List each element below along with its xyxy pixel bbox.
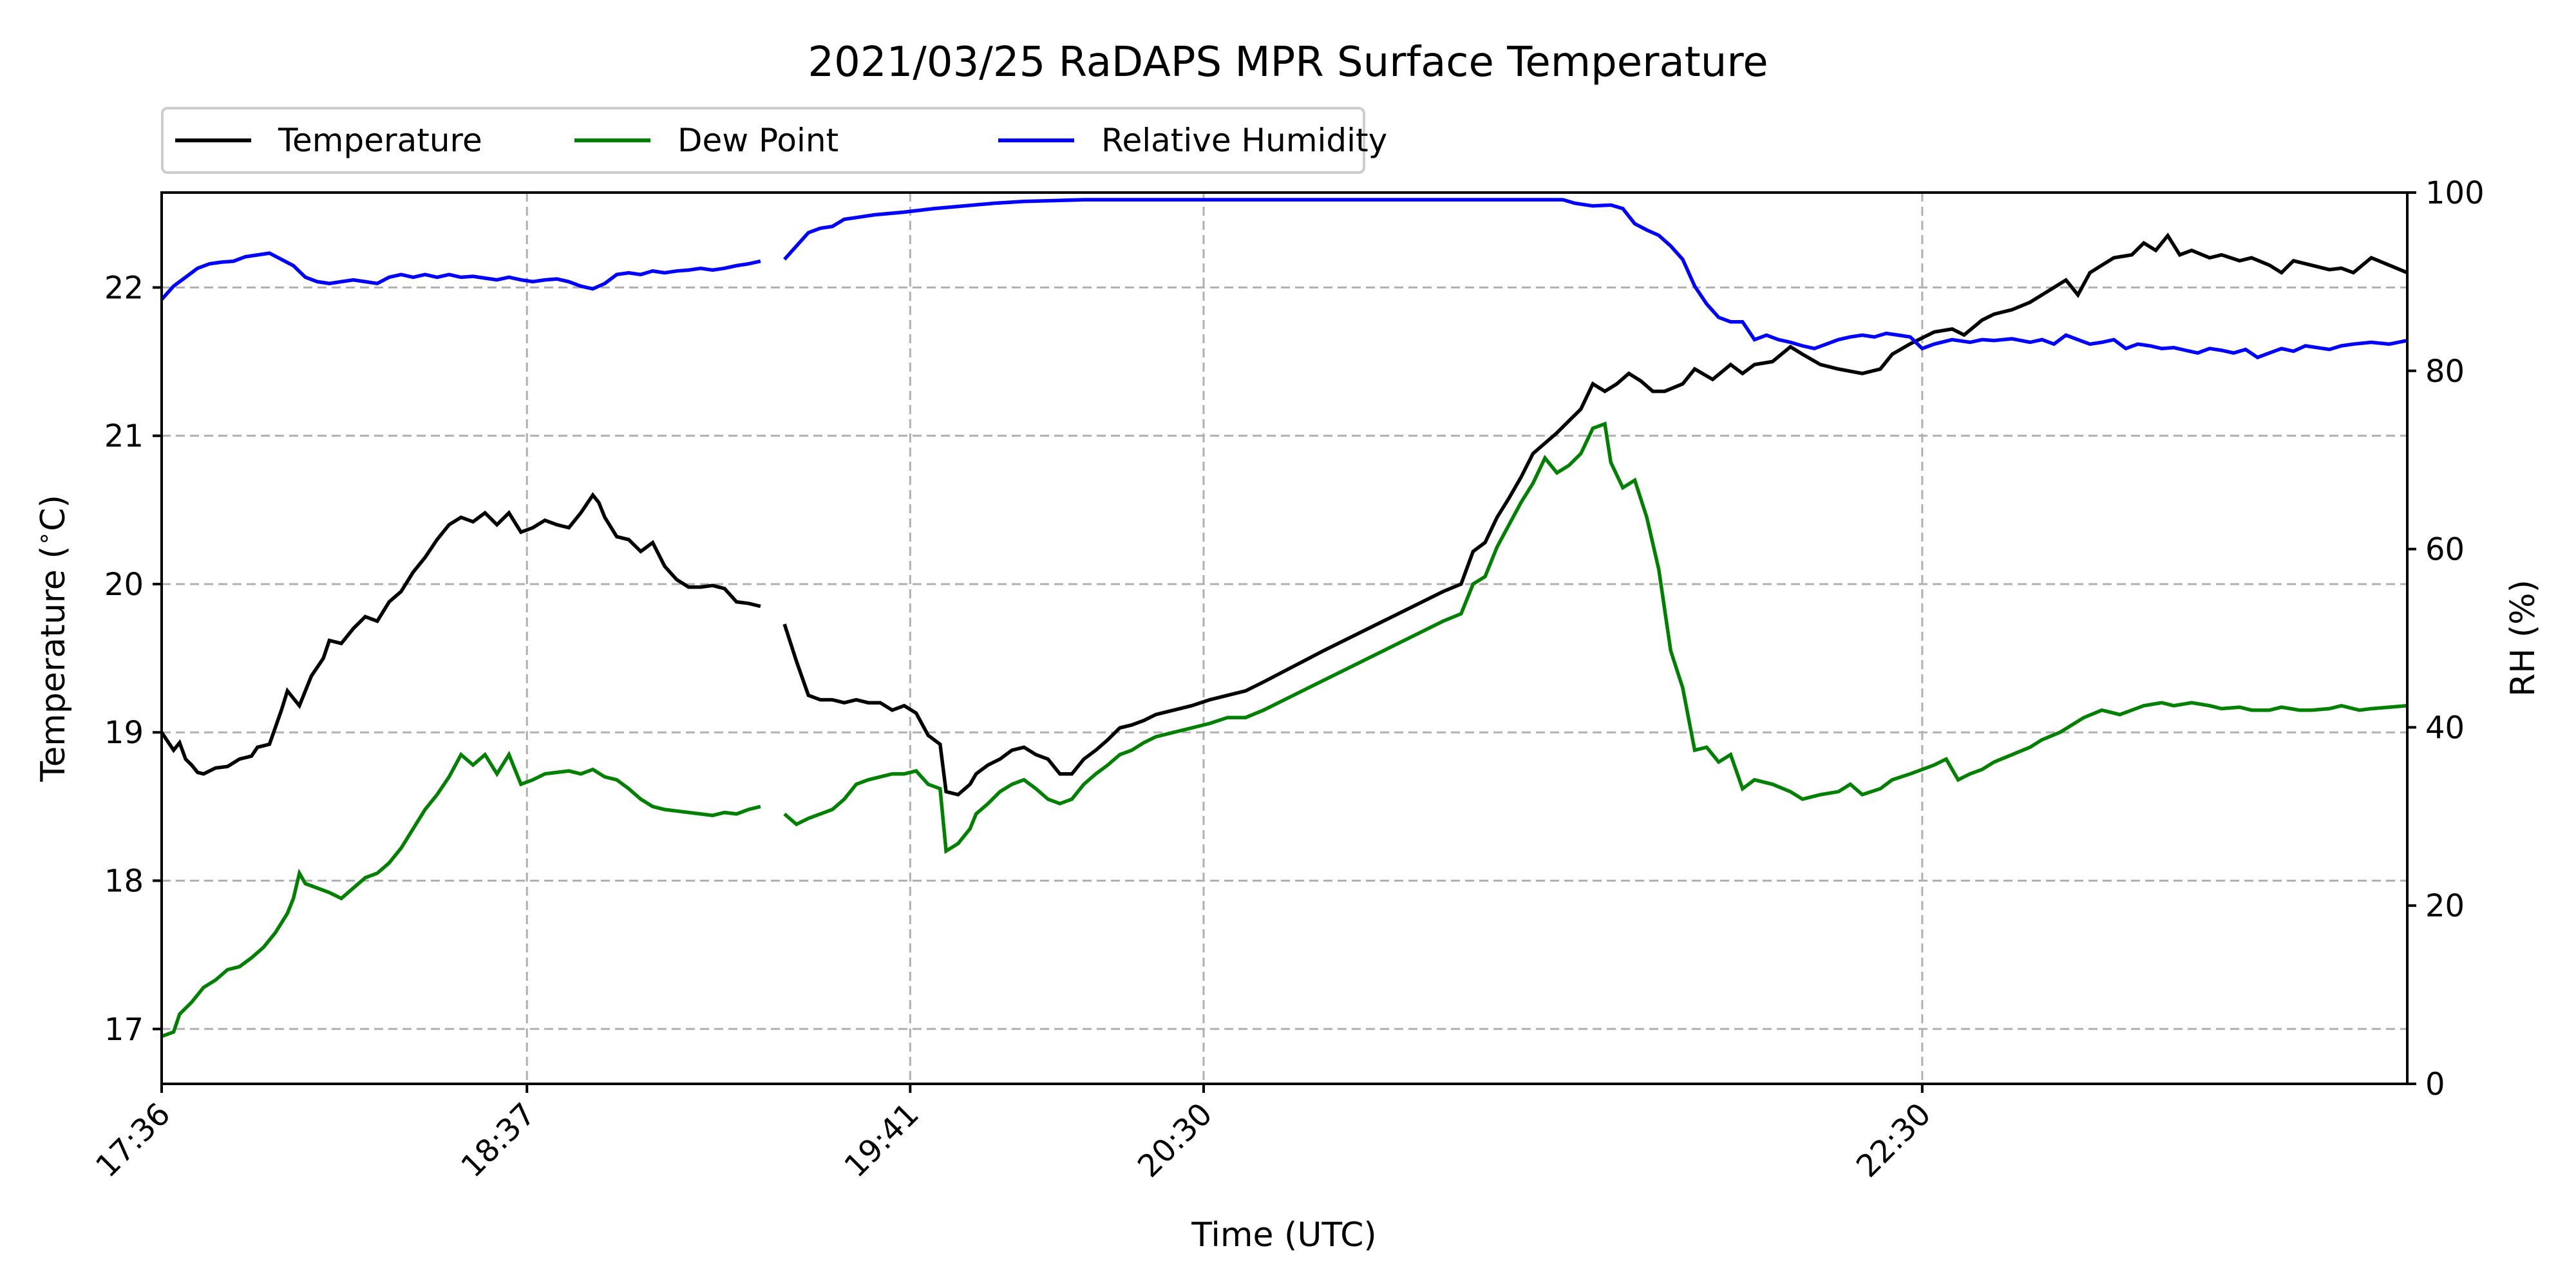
y-tick-label-right: 60 [2425, 532, 2465, 568]
y-tick-label-left: 17 [104, 1012, 144, 1048]
y-tick-label-left: 22 [104, 270, 144, 306]
y-axis-right: 0 20 40 60 80 100 [2407, 175, 2485, 1103]
plot-area-frame [160, 191, 2409, 1085]
y-tick-label-right: 80 [2425, 354, 2465, 390]
chart-title: 2021/03/25 RaDAPS MPR Surface Temperatur… [808, 39, 1768, 86]
x-tick-label: 22:30 [1850, 1096, 1938, 1184]
legend-label-relative-humidity: Relative Humidity [1101, 122, 1387, 159]
series-line-temperature [160, 492, 761, 776]
y-axis-label-right: RH (%) [2504, 580, 2543, 697]
y-tick-label-right: 0 [2425, 1066, 2445, 1103]
series-line-relative-humidity [160, 251, 761, 301]
y-tick-label-left: 21 [104, 419, 144, 455]
x-axis-label: Time (UTC) [1191, 1216, 1376, 1255]
y-axis-label-left: Temperature (∘C) [31, 495, 73, 782]
grid-layer [160, 193, 2407, 1084]
y-tick-label-left: 18 [104, 864, 144, 900]
x-tick-label: 17:36 [89, 1096, 177, 1184]
series-line-dew-point [783, 421, 2408, 855]
legend-label-temperature: Temperature [278, 122, 482, 159]
y-tick-label-left: 20 [104, 567, 144, 603]
legend-label-dew-point: Dew Point [677, 122, 838, 159]
series-line-relative-humidity [783, 198, 2408, 360]
series-line-dew-point [161, 750, 761, 1038]
series-layer [160, 198, 2409, 1038]
series-line-temperature [782, 232, 2409, 797]
y-tick-label-right: 100 [2425, 175, 2485, 211]
y-tick-label-right: 20 [2425, 888, 2465, 924]
y-tick-label-right: 40 [2425, 710, 2465, 746]
y-tick-label-left: 19 [104, 715, 144, 751]
x-axis: 17:36 18:37 19:41 20:30 22:30 [89, 1084, 1938, 1184]
x-tick-label: 19:41 [837, 1096, 925, 1184]
legend: Temperature Dew Point Relative Humidity [161, 107, 1387, 174]
x-tick-label: 20:30 [1131, 1096, 1219, 1184]
y-axis-left: 17 18 19 20 21 22 [104, 270, 162, 1048]
legend-frame [161, 107, 1365, 174]
x-tick-label: 18:37 [454, 1096, 542, 1184]
